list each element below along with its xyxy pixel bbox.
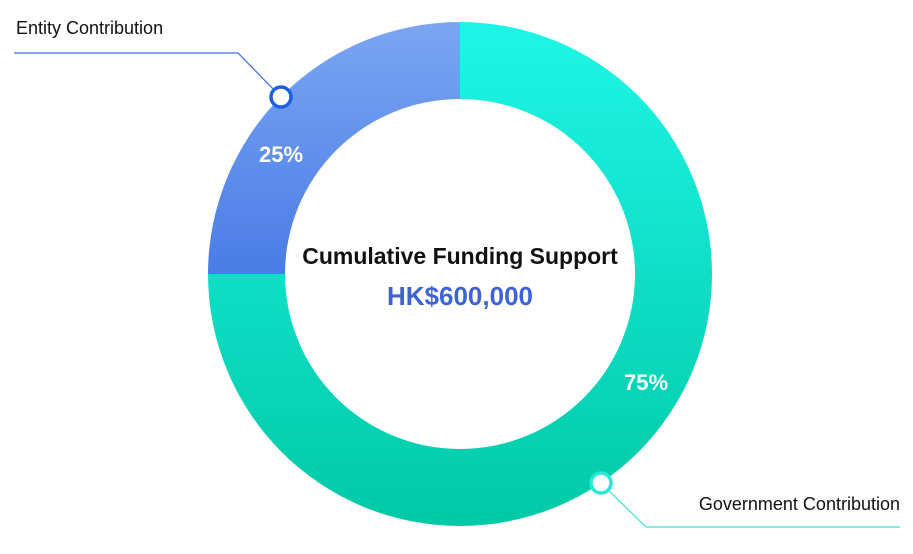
- donut-slice-entity: [208, 22, 460, 274]
- callout-line-entity: [14, 52, 282, 98]
- donut-slice-government: [208, 22, 712, 526]
- slices-layer: [208, 22, 712, 526]
- center-value: HK$600,000: [387, 281, 533, 311]
- callout-label-government: Government Contribution: [699, 494, 900, 514]
- callout-line-government: [600, 482, 900, 528]
- slice-label-government: 75%: [624, 370, 668, 395]
- slice-label-entity: 25%: [259, 142, 303, 167]
- callout-label-entity: Entity Contribution: [16, 18, 163, 38]
- center-title: Cumulative Funding Support: [302, 243, 618, 269]
- slice-labels-layer: 75% 25%: [259, 142, 668, 395]
- callout-marker-entity: [269, 85, 293, 109]
- callouts-layer: Government Contribution Entity Contributi…: [14, 18, 900, 528]
- callout-marker-government: [589, 471, 613, 495]
